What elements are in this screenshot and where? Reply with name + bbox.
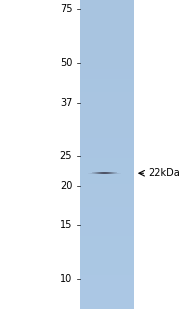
Text: 50: 50	[60, 58, 72, 68]
Text: 10: 10	[60, 274, 72, 284]
Text: 15: 15	[60, 220, 72, 230]
Text: 75: 75	[60, 4, 72, 14]
Text: 25: 25	[60, 151, 72, 161]
Text: 20: 20	[60, 181, 72, 191]
Text: 22kDa: 22kDa	[148, 168, 180, 178]
Text: 37: 37	[60, 99, 72, 108]
